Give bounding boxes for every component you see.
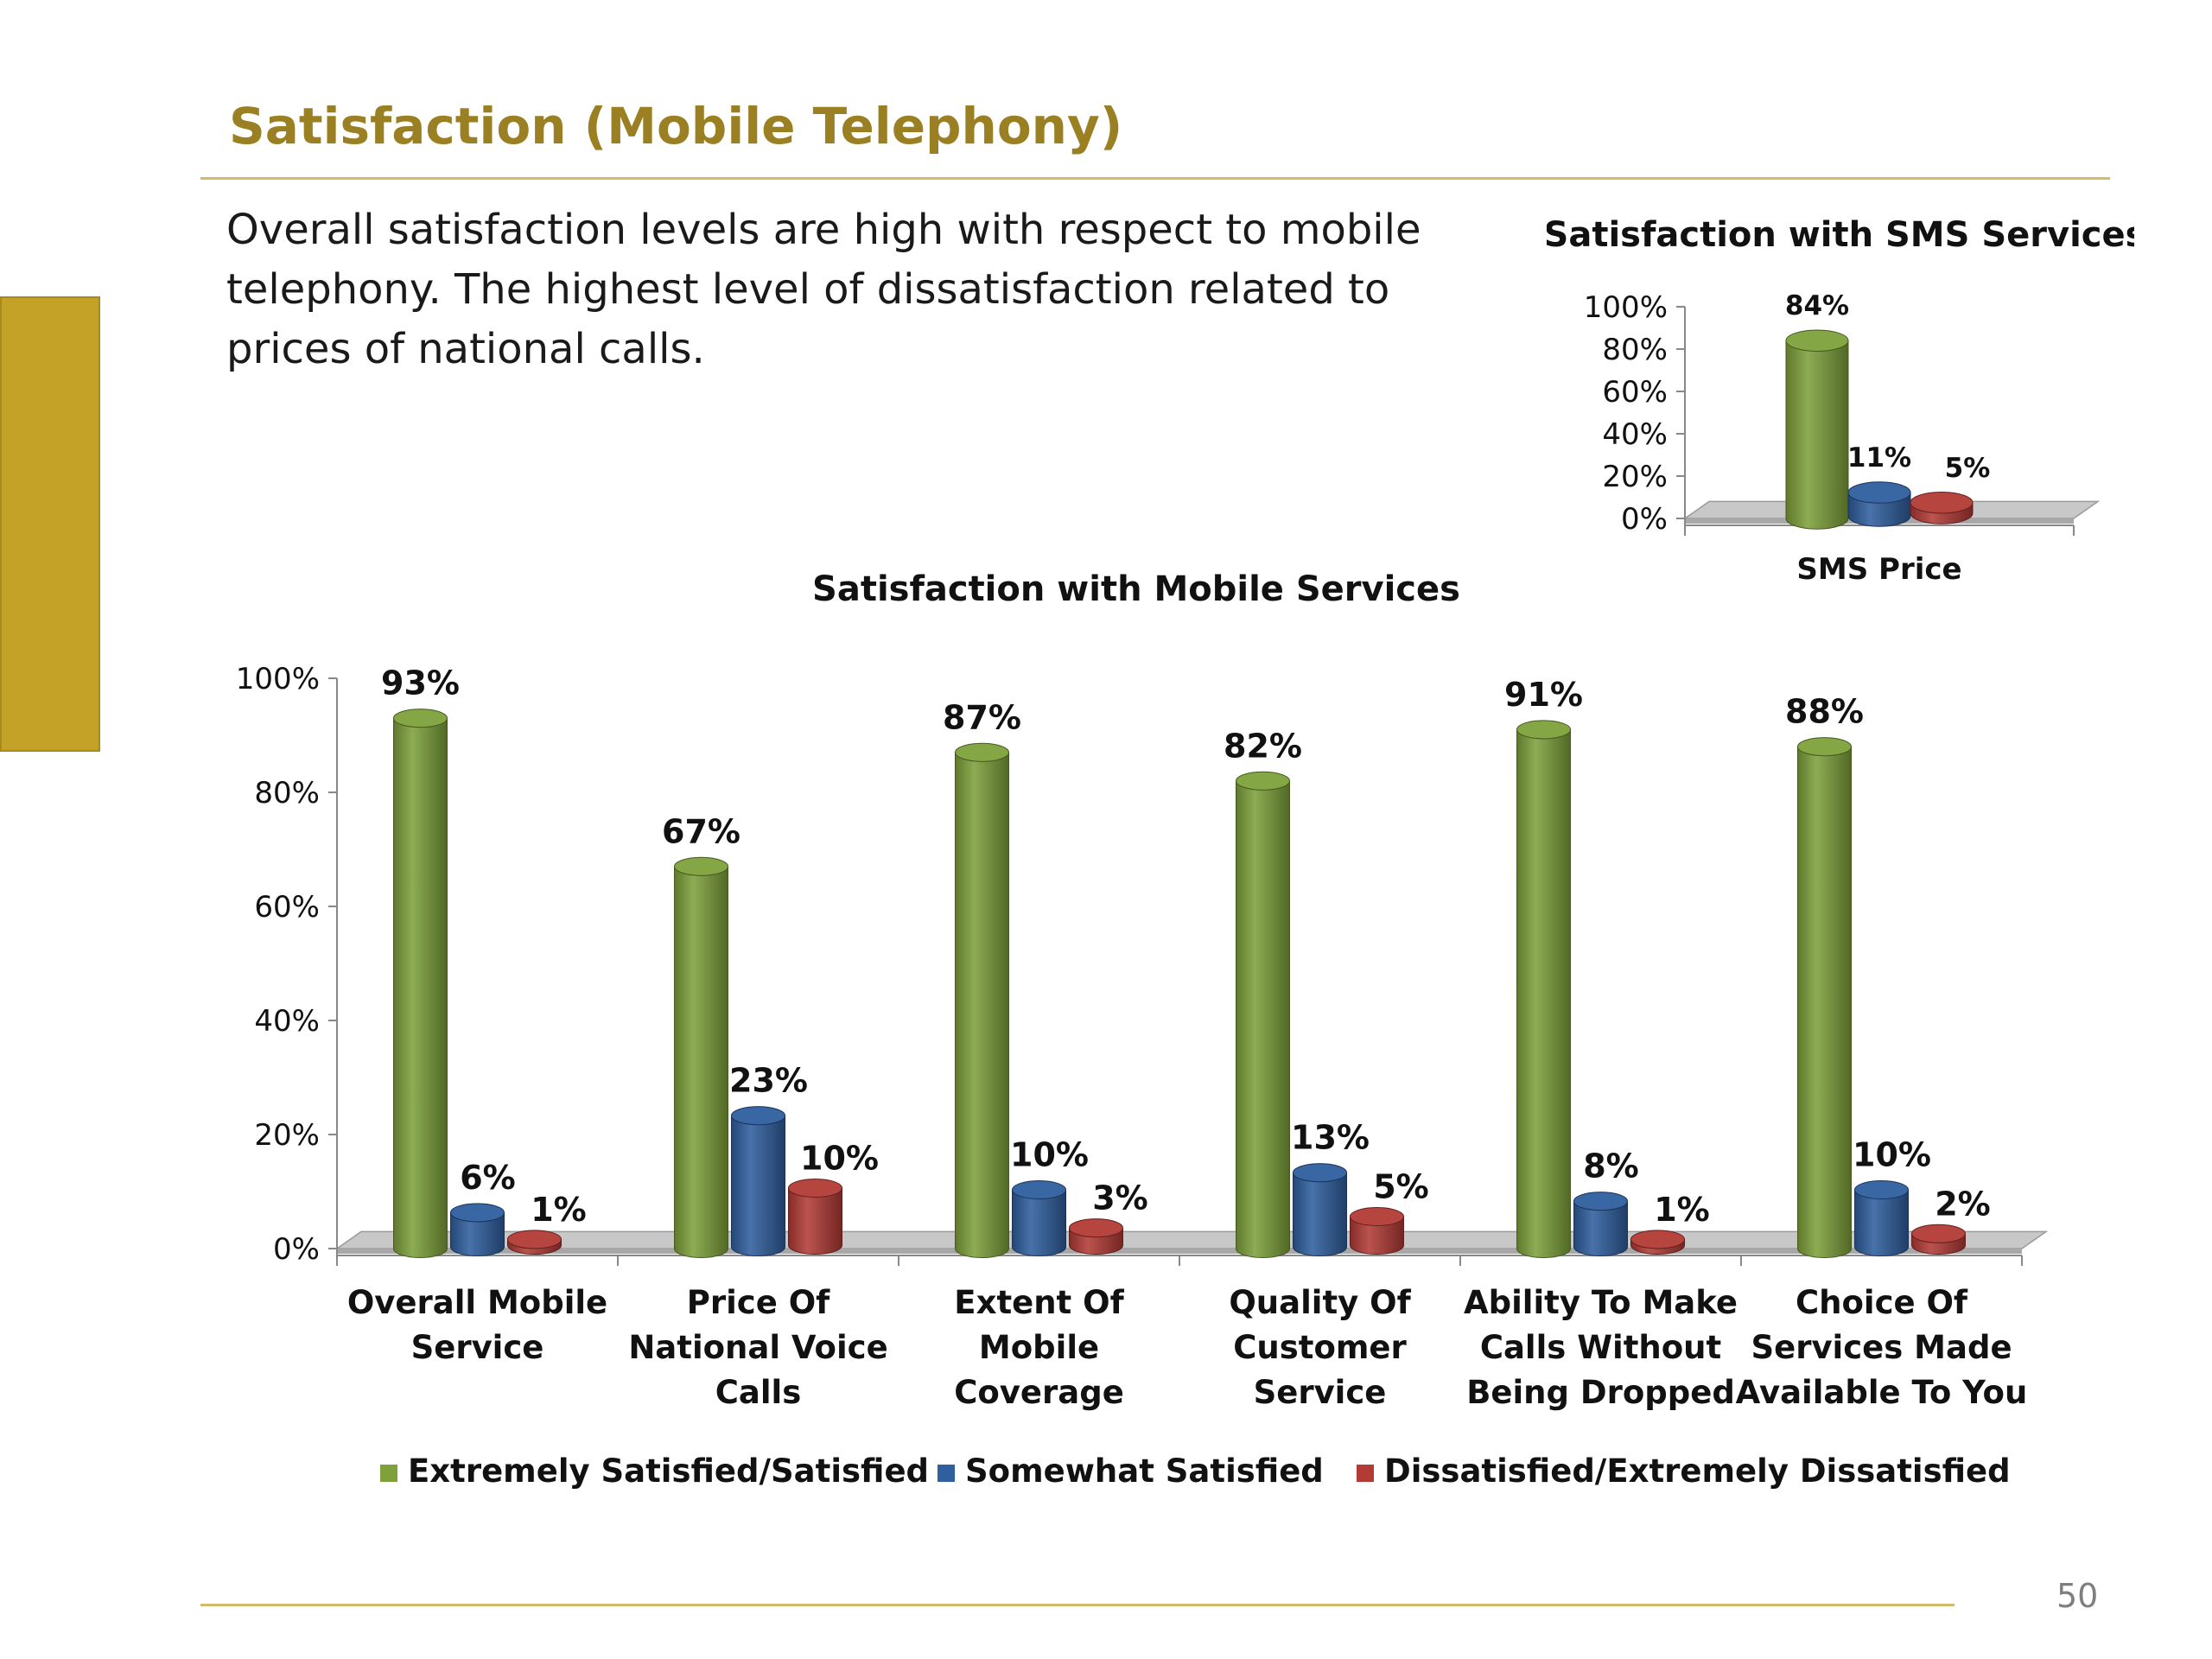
chart-floor-edge: [337, 1249, 2022, 1254]
data-label: 91%: [1504, 676, 1583, 714]
legend-label: Extremely Satisfied/Satisfied: [408, 1452, 929, 1490]
data-label: 5%: [1945, 453, 1991, 484]
bar: [955, 742, 1009, 1259]
category-label: Price Of: [687, 1284, 830, 1321]
bar: [1350, 1206, 1404, 1255]
category-label: Services Made: [1751, 1329, 2012, 1366]
data-label: 11%: [1847, 442, 1911, 474]
data-label: 1%: [1654, 1191, 1710, 1229]
category-label: Available To You: [1736, 1374, 2028, 1411]
slide-title: Satisfaction (Mobile Telephony): [229, 97, 1123, 156]
mobile-services-chart: Satisfaction with Mobile Services 0% 20% 40…: [236, 569, 2049, 1490]
y-tick-label: 80%: [1602, 333, 1668, 367]
data-label: 1%: [531, 1191, 587, 1229]
bar: [731, 1106, 785, 1257]
category-label: Quality Of: [1229, 1284, 1411, 1321]
bar: [1797, 737, 1852, 1259]
y-tick-label: 40%: [1602, 417, 1668, 452]
legend-label: Dissatisfied/Extremely Dissatisfied: [1384, 1452, 2011, 1490]
data-label: 10%: [1853, 1136, 1931, 1174]
bar: [507, 1230, 562, 1255]
data-label: 87%: [943, 698, 1021, 736]
y-tick-label: 0%: [1621, 502, 1668, 537]
category-label: Ability To Make: [1464, 1284, 1738, 1321]
data-label: 23%: [729, 1062, 808, 1100]
data-label: 10%: [1010, 1136, 1089, 1174]
page-number: 50: [2056, 1577, 2099, 1615]
category-label: Service: [411, 1329, 544, 1366]
category-label: National Voice: [628, 1329, 887, 1366]
summary-text: Overall satisfaction levels are high wit…: [226, 206, 1421, 373]
bar: [674, 856, 728, 1259]
y-tick-label: 40%: [254, 1004, 320, 1039]
category-label: Extent Of: [954, 1284, 1124, 1321]
category-label: Calls Without: [1480, 1329, 1721, 1366]
bar: [1012, 1179, 1066, 1257]
legend-label: Somewhat Satisfied: [965, 1452, 1324, 1490]
data-label: 8%: [1583, 1147, 1639, 1185]
chart-title: Satisfaction with Mobile Services: [812, 569, 1460, 609]
category-label: Calls: [715, 1374, 802, 1411]
chart-title: Satisfaction with SMS Services: [1547, 215, 2134, 255]
data-label: 82%: [1224, 727, 1302, 765]
bar: [450, 1203, 505, 1257]
bar: [1236, 771, 1290, 1259]
y-tick-label: 100%: [236, 662, 320, 696]
title-rule: [200, 177, 2110, 180]
bar: [1069, 1218, 1123, 1255]
bar: [1630, 1230, 1685, 1255]
bar: [1847, 481, 1911, 527]
category-label: SMS Price: [1796, 552, 1961, 587]
category-label: Coverage: [954, 1374, 1124, 1411]
data-label: 6%: [460, 1159, 516, 1197]
bar: [788, 1178, 842, 1255]
y-tick-label: 20%: [254, 1118, 320, 1153]
data-label: 5%: [1373, 1168, 1429, 1206]
y-tick-label: 60%: [254, 890, 320, 925]
data-label: 67%: [662, 812, 741, 850]
sms-chart: Satisfaction with SMS Services 0% 20% 40% 60…: [1547, 215, 2134, 587]
chart-floor: [334, 1230, 2049, 1249]
data-label: 13%: [1291, 1119, 1370, 1157]
bar: [1854, 1179, 1909, 1257]
legend-swatch: [938, 1465, 955, 1482]
category-label: Choice Of: [1796, 1284, 1968, 1321]
y-tick-label: 0%: [273, 1232, 320, 1267]
y-tick-label: 100%: [1584, 290, 1668, 325]
bar: [1293, 1163, 1347, 1257]
legend-swatch: [380, 1465, 397, 1482]
bar: [1573, 1192, 1628, 1257]
category-label: Being Dropped: [1466, 1374, 1735, 1411]
category-label: Mobile: [979, 1329, 1099, 1366]
bar: [393, 709, 448, 1259]
side-accent-bar: [0, 296, 100, 752]
bar: [1785, 329, 1849, 530]
bar: [1910, 492, 1974, 524]
bar: [1516, 720, 1571, 1259]
data-label: 2%: [1935, 1185, 1991, 1223]
legend-swatch: [1357, 1465, 1374, 1482]
category-label: Overall Mobile: [347, 1284, 607, 1321]
footer-rule: [200, 1604, 1955, 1606]
data-label: 88%: [1785, 693, 1864, 731]
data-label: 84%: [1785, 290, 1849, 321]
y-tick-label: 80%: [254, 776, 320, 810]
category-label: Customer: [1233, 1329, 1407, 1366]
category-label: Service: [1254, 1374, 1387, 1411]
data-label: 3%: [1092, 1179, 1148, 1217]
bar: [1911, 1224, 1966, 1255]
y-tick-label: 60%: [1602, 375, 1668, 410]
data-label: 93%: [381, 664, 460, 702]
data-label: 10%: [800, 1140, 879, 1178]
y-tick-label: 20%: [1602, 460, 1668, 494]
